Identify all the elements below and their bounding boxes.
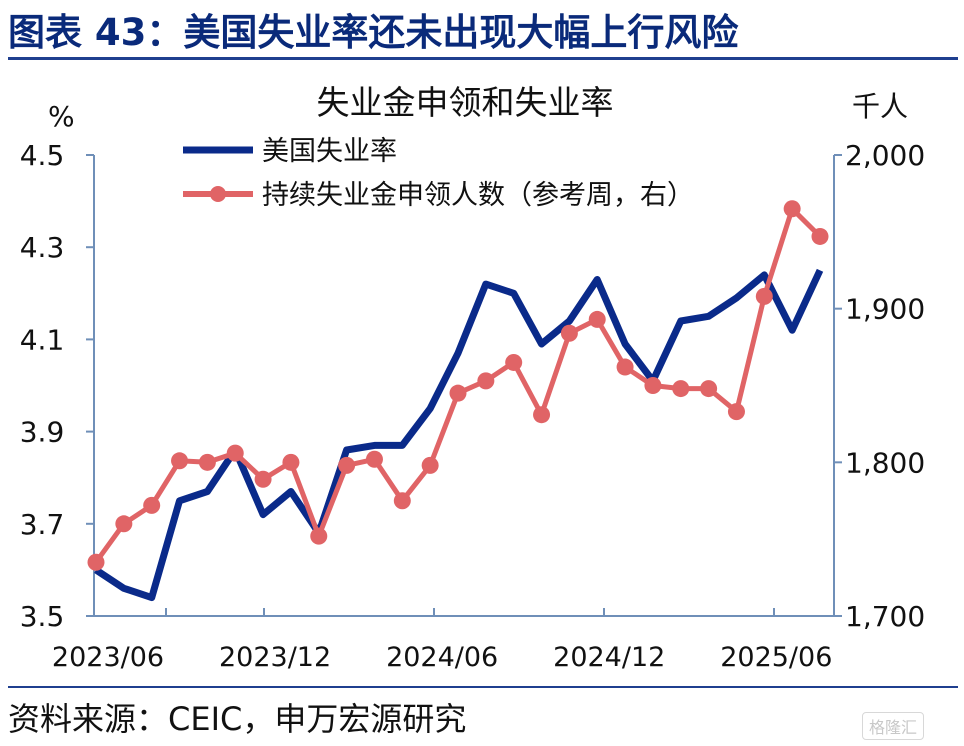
series-line-unemployment: [94, 268, 824, 602]
claims-point: [87, 553, 105, 571]
x-tick-label: 2024/12: [553, 642, 665, 673]
x-ticks: 2023/06 2023/12 2024/06 2024/12 2025/06: [52, 608, 832, 673]
y-left-tick-label: 3.7: [20, 508, 65, 541]
claims-point: [254, 470, 272, 488]
legend: 美国失业率 持续失业金申领人数（参考周，右）: [183, 136, 694, 211]
y-right-tick-label: 1,700: [845, 600, 925, 633]
claims-point: [365, 450, 383, 468]
claims-point: [171, 452, 189, 470]
claims-point: [505, 353, 523, 371]
source-note: 资料来源：CEIC，申万宏源研究: [8, 700, 467, 738]
claims-point: [477, 372, 495, 390]
y-left-tick-label: 4.3: [20, 231, 65, 264]
watermark-logo: 格隆汇: [862, 712, 925, 740]
x-tick-label: 2024/06: [386, 642, 498, 673]
claims-point: [644, 377, 662, 394]
y-left-ticks: 4.5 4.3 4.1 3.9 3.7 3.5: [20, 139, 94, 633]
claims-point: [616, 358, 634, 376]
y-right-tick-label: 1,800: [845, 446, 925, 479]
y-right-unit: 千人: [852, 90, 908, 123]
claims-point: [560, 324, 578, 342]
y-left-tick-label: 4.5: [20, 139, 65, 172]
y-left-unit: %: [48, 100, 75, 133]
claims-point: [421, 456, 439, 474]
claims-point: [533, 406, 551, 424]
y-left-tick-label: 3.9: [20, 416, 65, 449]
legend-label-unemployment: 美国失业率: [262, 136, 397, 167]
claims-point: [198, 453, 216, 471]
source-rule: [8, 686, 958, 688]
y-right-tick-label: 2,000: [845, 139, 925, 172]
legend-label-claims: 持续失业金申领人数（参考周，右）: [262, 180, 694, 211]
chart: 失业金申领和失业率 % 千人 4.5 4.3 4.1 3.9 3.7 3.5 2,000 1…: [20, 83, 925, 673]
claims-point: [672, 380, 690, 398]
claims-point: [338, 456, 356, 474]
claims-point: [783, 200, 801, 218]
claims-point: [393, 492, 411, 510]
claims-point: [700, 380, 718, 398]
legend-marker-claims: [210, 186, 226, 202]
x-tick-label: 2025/06: [720, 642, 832, 673]
figure-title: 图表 43：美国失业率还未出现大幅上行风险: [8, 11, 739, 54]
y-right-ticks: 2,000 1,900 1,800 1,700: [834, 139, 925, 633]
chart-title: 失业金申领和失业率: [317, 83, 614, 122]
claims-point: [449, 384, 467, 402]
y-left-tick-label: 4.1: [20, 323, 65, 356]
x-tick-label: 2023/12: [219, 642, 331, 673]
claims-point: [588, 310, 606, 328]
claims-point: [310, 527, 328, 545]
claims-point: [115, 515, 133, 533]
title-underline: [8, 57, 958, 60]
claims-point: [143, 496, 161, 514]
claims-point: [811, 227, 829, 245]
claims-point: [727, 403, 745, 421]
x-tick-label: 2023/06: [52, 642, 164, 673]
y-left-tick-label: 3.5: [20, 600, 65, 633]
series-layer: [87, 200, 829, 602]
claims-point: [226, 444, 244, 462]
y-right-tick-label: 1,900: [845, 293, 925, 326]
claims-point: [282, 453, 300, 471]
claims-point: [755, 287, 773, 305]
